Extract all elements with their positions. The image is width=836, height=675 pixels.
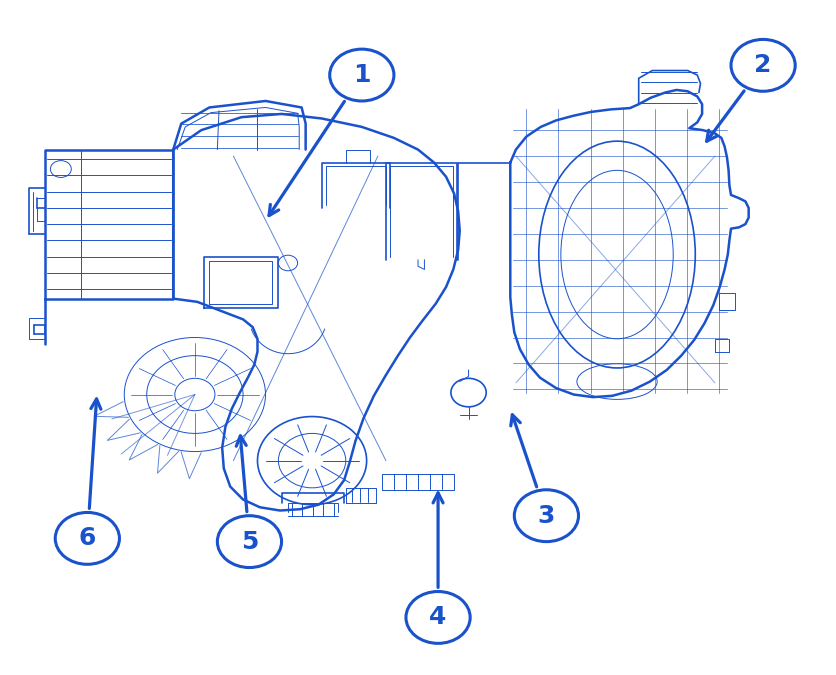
Text: 3: 3 [538,504,555,528]
Text: 5: 5 [241,530,258,554]
Text: 1: 1 [353,63,370,87]
Text: 6: 6 [79,526,96,550]
Text: 2: 2 [754,53,772,78]
Text: 4: 4 [430,605,446,629]
